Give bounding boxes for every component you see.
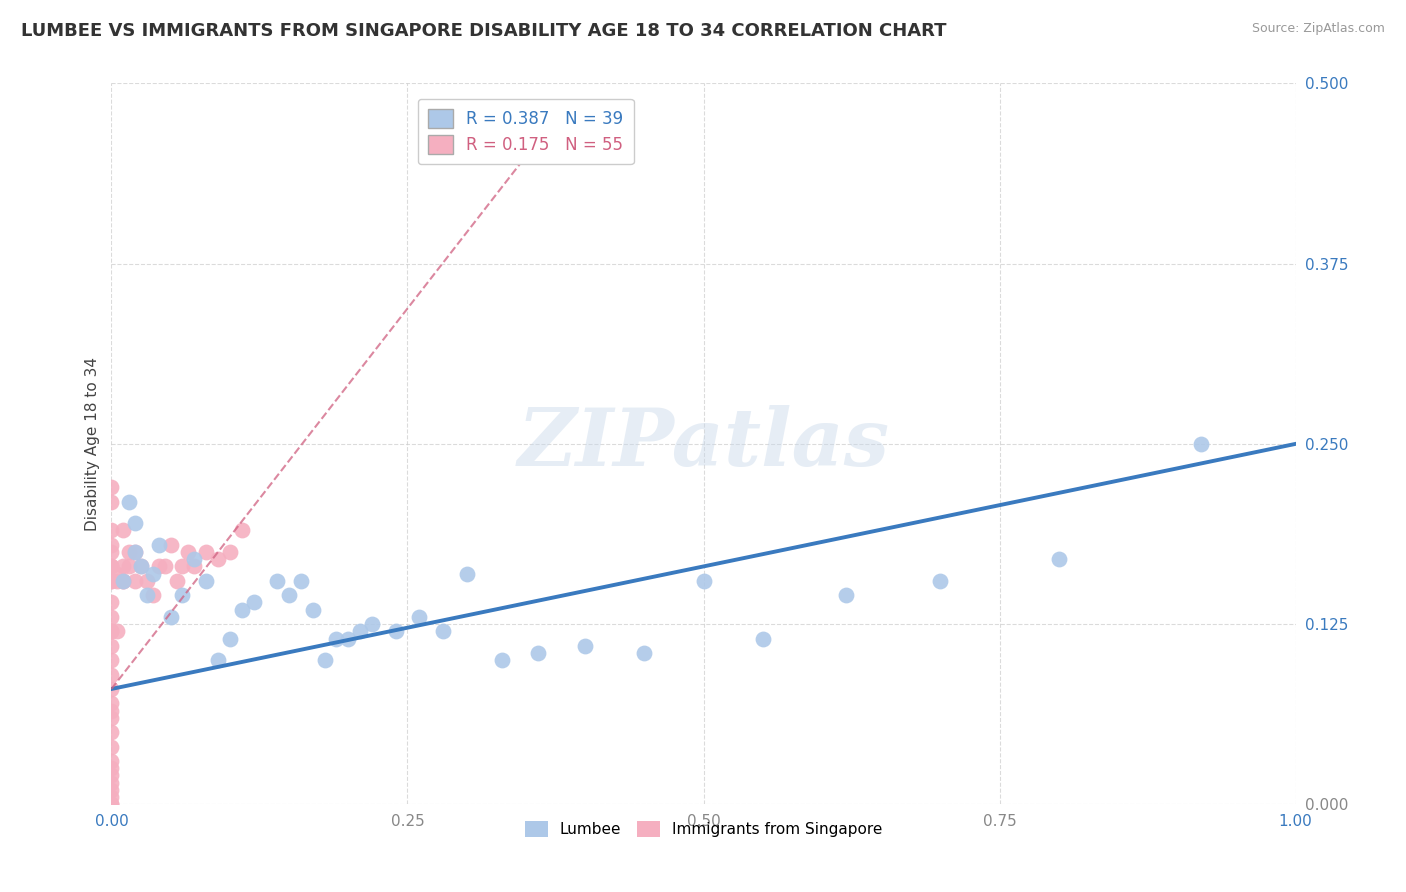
Point: [172, 559, 194, 574]
Point: [195, 545, 218, 559]
Point: [183, 559, 205, 574]
Point: [100, 768, 122, 782]
Point: [526, 646, 548, 660]
Point: [153, 559, 176, 574]
Point: [100, 697, 122, 711]
Text: Source: ZipAtlas.com: Source: ZipAtlas.com: [1251, 22, 1385, 36]
Point: [195, 574, 218, 588]
Point: [148, 538, 170, 552]
Point: [1047, 552, 1070, 566]
Point: [314, 653, 336, 667]
Point: [105, 574, 128, 588]
Point: [100, 704, 122, 718]
Point: [112, 574, 135, 588]
Point: [834, 588, 856, 602]
Point: [100, 667, 122, 681]
Point: [100, 574, 122, 588]
Point: [100, 624, 122, 639]
Point: [349, 624, 371, 639]
Point: [112, 524, 135, 538]
Point: [105, 624, 128, 639]
Point: [159, 538, 181, 552]
Point: [100, 524, 122, 538]
Point: [159, 610, 181, 624]
Point: [112, 559, 135, 574]
Point: [100, 545, 122, 559]
Point: [100, 574, 122, 588]
Point: [231, 524, 253, 538]
Point: [100, 610, 122, 624]
Point: [1189, 437, 1212, 451]
Point: [124, 545, 146, 559]
Point: [100, 739, 122, 754]
Point: [100, 653, 122, 667]
Point: [218, 632, 240, 646]
Point: [231, 602, 253, 616]
Point: [118, 494, 141, 508]
Point: [207, 552, 229, 566]
Point: [100, 538, 122, 552]
Point: [136, 588, 159, 602]
Point: [278, 588, 301, 602]
Point: [100, 559, 122, 574]
Point: [432, 624, 454, 639]
Point: [100, 595, 122, 609]
Point: [124, 574, 146, 588]
Point: [142, 588, 165, 602]
Point: [100, 639, 122, 653]
Point: [100, 725, 122, 739]
Point: [129, 559, 152, 574]
Point: [242, 595, 264, 609]
Point: [325, 632, 347, 646]
Point: [633, 646, 655, 660]
Point: [751, 632, 773, 646]
Point: [408, 610, 430, 624]
Point: [124, 516, 146, 531]
Point: [100, 797, 122, 812]
Point: [218, 545, 240, 559]
Point: [290, 574, 312, 588]
Point: [118, 545, 141, 559]
Point: [100, 797, 122, 812]
Point: [574, 639, 596, 653]
Point: [100, 711, 122, 725]
Text: ZIPatlas: ZIPatlas: [517, 405, 890, 483]
Point: [100, 624, 122, 639]
Point: [491, 653, 513, 667]
Point: [100, 775, 122, 789]
Point: [142, 566, 165, 581]
Point: [177, 545, 200, 559]
Point: [148, 559, 170, 574]
Point: [100, 494, 122, 508]
Point: [100, 761, 122, 775]
Point: [266, 574, 288, 588]
Point: [100, 681, 122, 696]
Point: [105, 566, 128, 581]
Point: [207, 653, 229, 667]
Point: [112, 574, 135, 588]
Point: [929, 574, 952, 588]
Point: [183, 552, 205, 566]
Legend: Lumbee, Immigrants from Singapore: Lumbee, Immigrants from Singapore: [519, 815, 889, 844]
Point: [100, 790, 122, 805]
Text: LUMBEE VS IMMIGRANTS FROM SINGAPORE DISABILITY AGE 18 TO 34 CORRELATION CHART: LUMBEE VS IMMIGRANTS FROM SINGAPORE DISA…: [21, 22, 946, 40]
Point: [361, 617, 384, 632]
Point: [136, 574, 159, 588]
Point: [456, 566, 478, 581]
Point: [112, 574, 135, 588]
Point: [384, 624, 406, 639]
Point: [172, 588, 194, 602]
Point: [301, 602, 323, 616]
Point: [124, 545, 146, 559]
Point: [100, 783, 122, 797]
Point: [100, 480, 122, 494]
Point: [100, 559, 122, 574]
Point: [692, 574, 714, 588]
Point: [166, 574, 188, 588]
Y-axis label: Disability Age 18 to 34: Disability Age 18 to 34: [86, 357, 100, 531]
Point: [100, 754, 122, 768]
Point: [129, 559, 152, 574]
Point: [118, 559, 141, 574]
Point: [337, 632, 360, 646]
